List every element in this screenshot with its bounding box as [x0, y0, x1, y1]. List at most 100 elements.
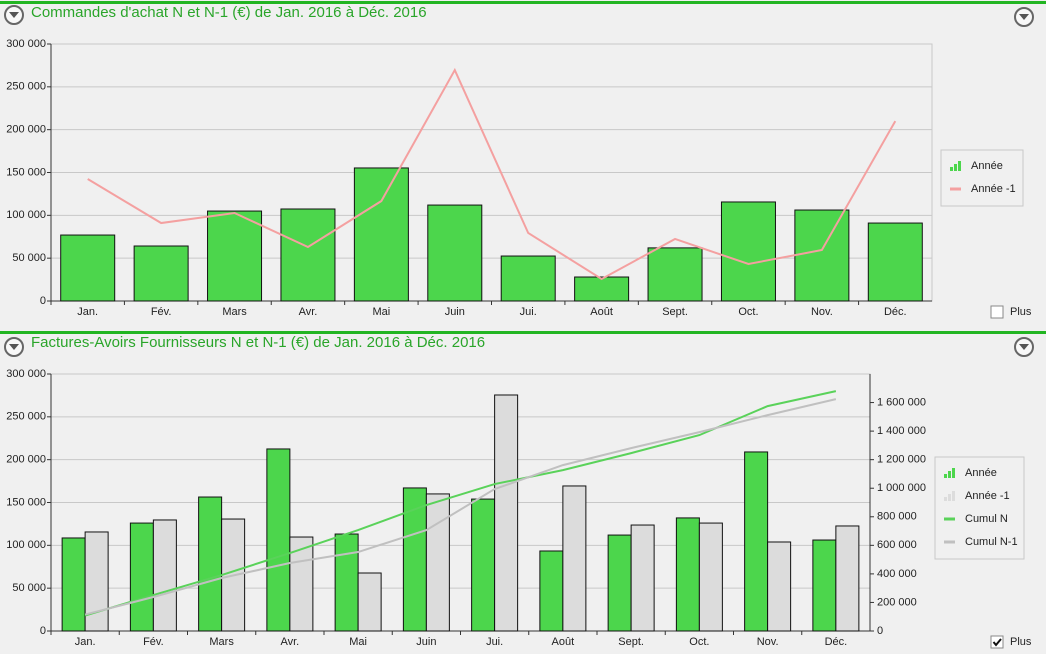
y-tick-label: 150 000 — [6, 166, 46, 178]
collapse-button[interactable] — [4, 337, 24, 357]
bar — [494, 394, 519, 632]
bar — [647, 247, 703, 302]
x-tick-label: Juin — [416, 636, 436, 648]
bar — [198, 496, 223, 632]
checkbox[interactable] — [990, 635, 1004, 649]
bar — [471, 498, 496, 632]
panel-border — [0, 1, 1046, 4]
bar — [720, 201, 776, 302]
y2-tick-label: 800 000 — [877, 511, 917, 523]
bar — [61, 537, 86, 632]
y2-tick-label: 0 — [877, 625, 883, 637]
legend-swatch — [950, 167, 953, 171]
y2-tick-label: 600 000 — [877, 539, 917, 551]
bar — [675, 517, 700, 632]
y-tick-label: 100 000 — [6, 209, 46, 221]
x-tick-label: Sept. — [662, 306, 688, 318]
bar — [152, 519, 177, 632]
y-tick-label: 250 000 — [6, 81, 46, 93]
bar — [500, 255, 556, 302]
legend-swatch — [944, 474, 947, 478]
y-tick-label: 300 000 — [6, 368, 46, 380]
y-tick-label: 150 000 — [6, 496, 46, 508]
x-tick-label: Déc. — [825, 636, 848, 648]
x-tick-label: Août — [590, 306, 613, 318]
bar — [207, 210, 263, 302]
bar — [129, 522, 154, 632]
y-tick-label: 0 — [40, 625, 46, 637]
bar — [767, 541, 792, 632]
legend-swatch — [944, 497, 947, 501]
legend-swatch — [958, 161, 961, 171]
bar — [630, 524, 655, 632]
x-tick-label: Fév. — [143, 636, 164, 648]
bar — [812, 539, 837, 632]
line-series — [84, 398, 837, 616]
x-tick-label: Jui. — [520, 306, 537, 318]
x-tick-label: Nov. — [811, 306, 833, 318]
bar — [574, 276, 630, 302]
bar — [334, 533, 359, 632]
y-tick-label: 50 000 — [12, 252, 46, 264]
bar — [698, 522, 723, 632]
bar — [562, 485, 587, 632]
bar — [744, 451, 769, 632]
legend-swatch — [952, 491, 955, 501]
line-series — [87, 67, 897, 281]
x-tick-label: Oct. — [738, 306, 758, 318]
legend — [940, 149, 1024, 207]
x-tick-label: Jui. — [486, 636, 503, 648]
x-tick-label: Jan. — [75, 636, 96, 648]
checkbox-label[interactable]: Plus — [1010, 306, 1032, 318]
legend-swatch — [954, 164, 957, 171]
bar — [425, 493, 450, 632]
collapse-button[interactable] — [4, 5, 24, 25]
x-tick-label: Avr. — [280, 636, 299, 648]
y-tick-label: 200 000 — [6, 454, 46, 466]
x-tick-label: Fév. — [151, 306, 172, 318]
x-tick-label: Mars — [222, 306, 247, 318]
y-tick-label: 100 000 — [6, 539, 46, 551]
legend-label: Année — [971, 160, 1003, 172]
bar — [794, 209, 850, 302]
x-tick-label: Sept. — [618, 636, 644, 648]
y2-tick-label: 1 200 000 — [877, 454, 926, 466]
checkbox-label[interactable]: Plus — [1010, 636, 1032, 648]
x-tick-label: Juin — [445, 306, 465, 318]
bar — [280, 208, 336, 302]
x-tick-label: Mai — [349, 636, 367, 648]
bar — [266, 448, 291, 632]
bar — [867, 222, 923, 302]
y-tick-label: 250 000 — [6, 411, 46, 423]
bar — [133, 245, 189, 302]
legend-swatch — [952, 468, 955, 478]
y-tick-label: 300 000 — [6, 38, 46, 50]
legend-label: Année -1 — [971, 183, 1016, 195]
bar — [427, 204, 483, 302]
x-tick-label: Oct. — [689, 636, 709, 648]
y2-tick-label: 1 400 000 — [877, 425, 926, 437]
y-tick-label: 200 000 — [6, 124, 46, 136]
bar — [607, 534, 632, 632]
checkmark — [992, 638, 1002, 647]
collapse-button[interactable] — [1014, 337, 1034, 357]
legend-label: Année — [965, 467, 997, 479]
panel-border — [0, 331, 1046, 334]
legend-label: Cumul N — [965, 513, 1008, 525]
collapse-button[interactable] — [1014, 7, 1034, 27]
y2-tick-label: 1 000 000 — [877, 482, 926, 494]
bar — [353, 167, 409, 302]
bar — [84, 531, 109, 632]
y2-tick-label: 200 000 — [877, 596, 917, 608]
bar — [357, 572, 382, 632]
chart-title: Commandes d'achat N et N-1 (€) de Jan. 2… — [31, 4, 427, 21]
x-tick-label: Jan. — [77, 306, 98, 318]
y2-tick-label: 1 600 000 — [877, 396, 926, 408]
bar — [835, 525, 860, 632]
legend-swatch — [948, 471, 951, 478]
y-tick-label: 50 000 — [12, 582, 46, 594]
x-tick-label: Déc. — [884, 306, 907, 318]
x-tick-label: Mai — [373, 306, 391, 318]
checkbox[interactable] — [990, 305, 1004, 319]
